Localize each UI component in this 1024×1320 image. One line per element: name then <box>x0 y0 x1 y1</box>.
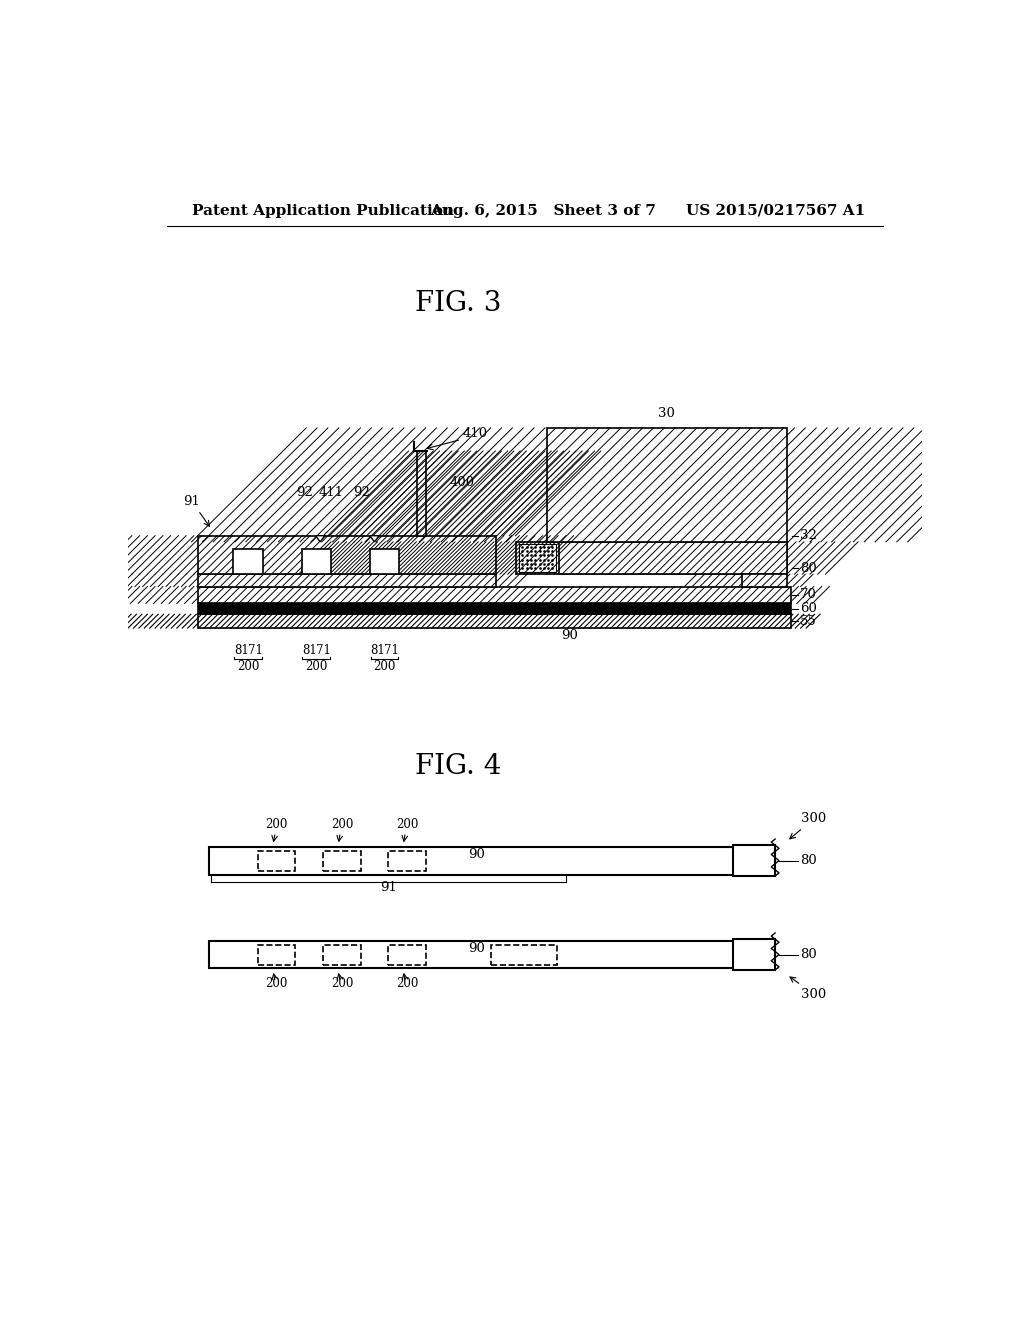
Text: 200: 200 <box>396 818 418 832</box>
Bar <box>198 586 791 603</box>
Bar <box>388 850 426 871</box>
Bar <box>233 549 263 574</box>
Bar <box>198 536 496 574</box>
Text: 30: 30 <box>658 407 675 420</box>
Bar <box>370 549 399 574</box>
Bar <box>198 603 791 614</box>
Bar <box>198 574 496 586</box>
Text: 91: 91 <box>183 495 209 527</box>
Bar <box>324 850 360 871</box>
Text: 200: 200 <box>237 660 259 673</box>
Text: 91: 91 <box>380 882 397 895</box>
Bar <box>258 945 295 965</box>
Text: 71: 71 <box>248 644 262 656</box>
Text: Patent Application Publication: Patent Application Publication <box>191 203 454 218</box>
Bar <box>515 541 786 574</box>
Text: 81: 81 <box>302 644 316 656</box>
Text: 90: 90 <box>468 942 485 956</box>
Text: 55: 55 <box>800 615 817 628</box>
Text: 200: 200 <box>396 977 418 990</box>
Bar <box>547 428 786 543</box>
Bar <box>258 850 295 871</box>
Text: 90: 90 <box>468 849 485 862</box>
Text: 80: 80 <box>800 948 817 961</box>
Text: 200: 200 <box>331 818 353 832</box>
Text: 71: 71 <box>384 644 399 656</box>
Text: 200: 200 <box>265 977 288 990</box>
Text: 60: 60 <box>800 602 817 615</box>
Text: FIG. 4: FIG. 4 <box>415 754 501 780</box>
Bar <box>324 945 360 965</box>
Text: 71: 71 <box>315 644 331 656</box>
Text: 410: 410 <box>463 428 487 440</box>
Bar <box>559 541 786 574</box>
Bar <box>198 614 791 628</box>
Bar <box>732 845 775 876</box>
Text: 92: 92 <box>353 486 371 499</box>
Text: 200: 200 <box>374 660 395 673</box>
Text: US 2015/0217567 A1: US 2015/0217567 A1 <box>686 203 865 218</box>
Text: 200: 200 <box>265 818 288 832</box>
Text: 80: 80 <box>800 561 817 574</box>
Bar <box>490 945 557 965</box>
Bar <box>388 945 426 965</box>
Text: 80: 80 <box>800 854 817 867</box>
Text: 90: 90 <box>561 628 579 642</box>
Bar <box>732 940 775 970</box>
Polygon shape <box>370 536 379 543</box>
Text: 92: 92 <box>296 486 313 499</box>
Text: 81: 81 <box>233 644 249 656</box>
Bar <box>741 574 786 586</box>
Bar <box>209 941 736 969</box>
Bar <box>209 847 736 875</box>
Text: 81: 81 <box>370 644 385 656</box>
Polygon shape <box>315 536 325 543</box>
Bar <box>518 544 556 572</box>
Text: 70: 70 <box>800 589 817 602</box>
Text: 300: 300 <box>790 812 826 838</box>
Bar <box>417 451 426 536</box>
Text: 300: 300 <box>790 977 826 1001</box>
Text: Aug. 6, 2015   Sheet 3 of 7: Aug. 6, 2015 Sheet 3 of 7 <box>430 203 656 218</box>
Text: 200: 200 <box>305 660 328 673</box>
Text: 400: 400 <box>450 475 475 488</box>
Text: 200: 200 <box>331 977 353 990</box>
Bar <box>302 549 331 574</box>
Text: FIG. 3: FIG. 3 <box>415 289 501 317</box>
Text: 32: 32 <box>800 529 817 543</box>
Text: 411: 411 <box>318 486 344 499</box>
